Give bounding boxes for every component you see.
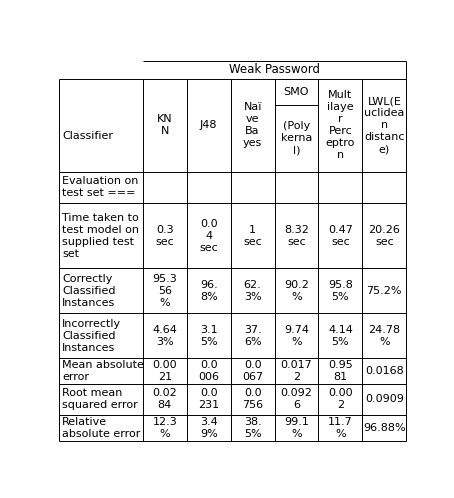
Text: 0.00
21: 0.00 21 [153, 360, 177, 382]
Text: 0.95
81: 0.95 81 [328, 360, 353, 382]
Text: 95.8
5%: 95.8 5% [328, 280, 353, 302]
Text: 11.7
%: 11.7 % [328, 417, 353, 439]
Text: Mult
ilaye
r
Perc
eptro
n: Mult ilaye r Perc eptro n [326, 90, 355, 160]
Text: 9.74
%: 9.74 % [284, 325, 309, 347]
Text: 4.14
5%: 4.14 5% [328, 325, 353, 347]
Text: Weak Password: Weak Password [229, 63, 320, 76]
Text: 0.3
sec: 0.3 sec [155, 225, 174, 247]
Text: 3.4
9%: 3.4 9% [200, 417, 217, 439]
Text: 0.0
756: 0.0 756 [242, 388, 263, 410]
Text: 3.1
5%: 3.1 5% [200, 325, 217, 347]
Text: 8.32
sec: 8.32 sec [284, 225, 309, 247]
Text: 0.0
006: 0.0 006 [198, 360, 219, 382]
Text: 99.1
%: 99.1 % [284, 417, 309, 439]
Text: 96.
8%: 96. 8% [200, 280, 217, 302]
Text: 0.0
067: 0.0 067 [242, 360, 263, 382]
Text: Incorrectly
Classified
Instances: Incorrectly Classified Instances [62, 319, 121, 353]
Text: 20.26
sec: 20.26 sec [368, 225, 400, 247]
Text: LWL(E
uclidea
n
distanc
e): LWL(E uclidea n distanc e) [364, 96, 405, 154]
Text: (Poly
kerna
l): (Poly kerna l) [281, 121, 312, 155]
Text: SMO: SMO [284, 87, 309, 97]
Text: J48: J48 [200, 120, 217, 130]
Text: 0.47
sec: 0.47 sec [328, 225, 353, 247]
Text: 0.0
4
sec: 0.0 4 sec [199, 219, 218, 252]
Text: 90.2
%: 90.2 % [284, 280, 309, 302]
Text: Correctly
Classified
Instances: Correctly Classified Instances [62, 274, 116, 308]
Text: 12.3
%: 12.3 % [153, 417, 177, 439]
Text: Classifier: Classifier [62, 131, 113, 141]
Text: Evaluation on
test set ===: Evaluation on test set === [62, 176, 138, 198]
Text: 0.0
231: 0.0 231 [198, 388, 219, 410]
Text: Naï
ve
Ba
yes: Naï ve Ba yes [243, 102, 262, 148]
Text: 38.
5%: 38. 5% [244, 417, 262, 439]
Text: Mean absolute
error: Mean absolute error [62, 360, 144, 382]
Text: 75.2%: 75.2% [366, 286, 402, 296]
Text: 0.0909: 0.0909 [365, 394, 404, 404]
Text: Root mean
squared error: Root mean squared error [62, 388, 138, 410]
Text: Time taken to
test model on
supplied test
set: Time taken to test model on supplied tes… [62, 213, 139, 258]
Text: 0.092
6: 0.092 6 [281, 388, 312, 410]
Text: 96.88%: 96.88% [363, 423, 405, 433]
Text: Relative
absolute error: Relative absolute error [62, 417, 141, 439]
Text: 1
sec: 1 sec [243, 225, 262, 247]
Text: 0.017
2: 0.017 2 [281, 360, 312, 382]
Text: 4.64
3%: 4.64 3% [152, 325, 177, 347]
Text: 95.3
56
%: 95.3 56 % [153, 274, 177, 308]
Text: 62.
3%: 62. 3% [244, 280, 262, 302]
Text: KN
N: KN N [157, 114, 173, 136]
Text: 0.00
2: 0.00 2 [328, 388, 353, 410]
Text: 37.
6%: 37. 6% [244, 325, 262, 347]
Text: 24.78
%: 24.78 % [368, 325, 400, 347]
Text: 0.0168: 0.0168 [365, 366, 404, 376]
Text: 0.02
84: 0.02 84 [153, 388, 177, 410]
